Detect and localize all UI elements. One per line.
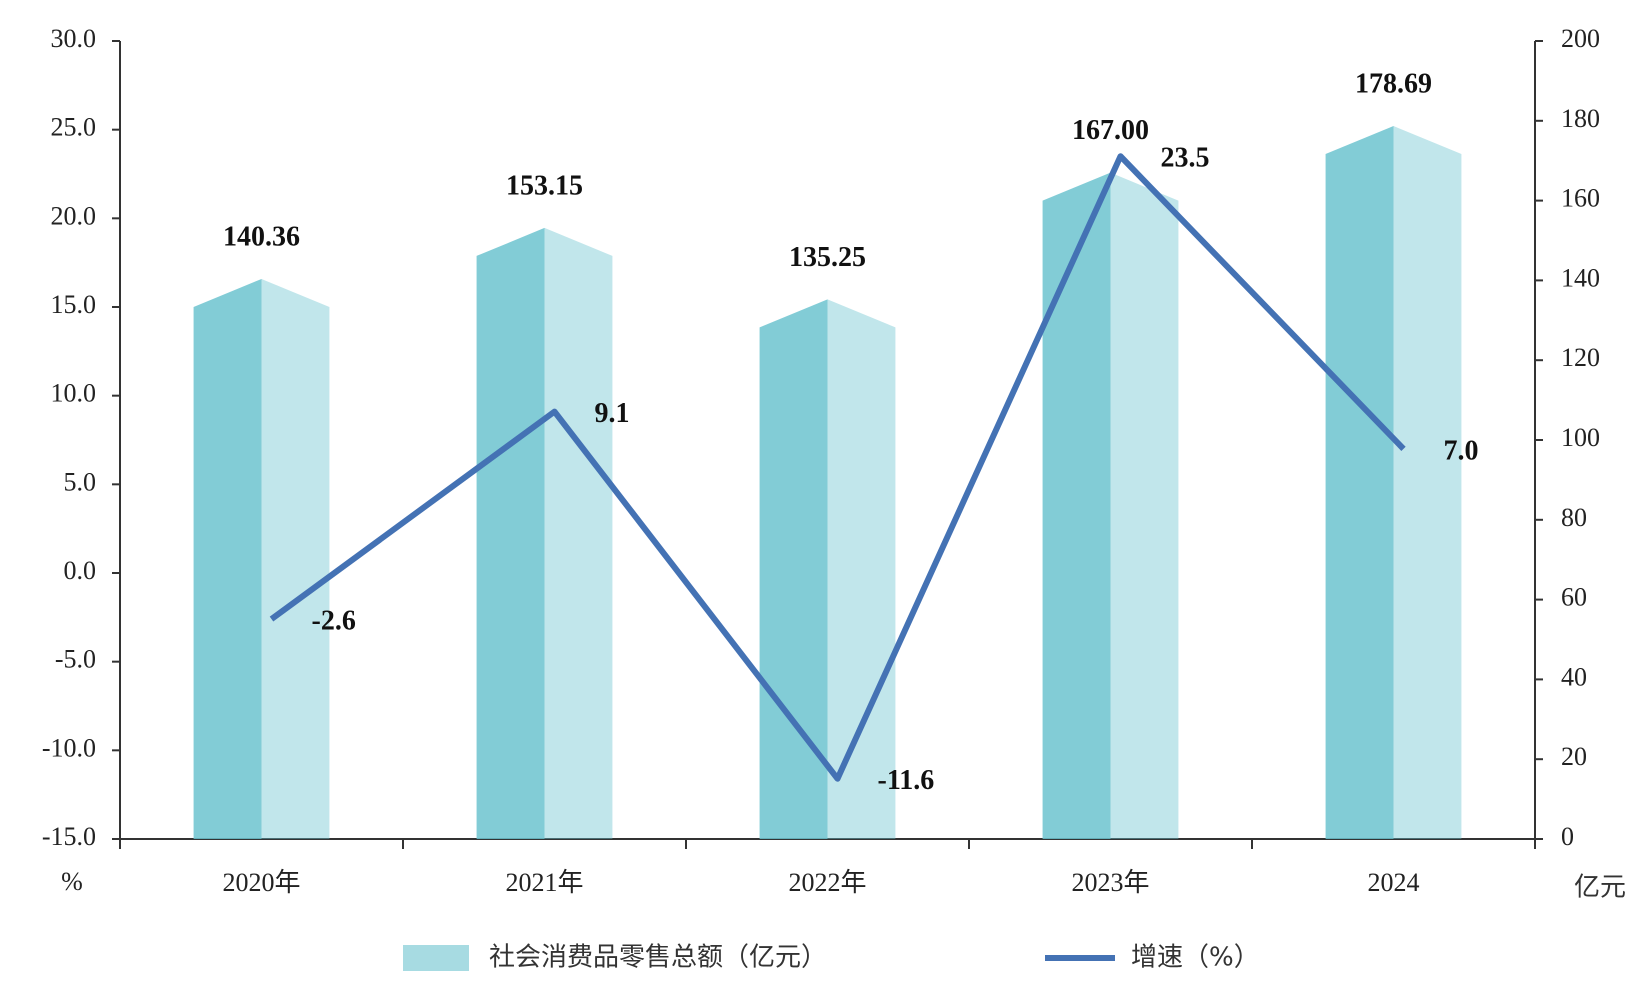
y2-tick-label: 120 (1561, 343, 1600, 372)
y-tick-label: -15.0 (42, 822, 96, 851)
line-value-label: 23.5 (1161, 143, 1210, 174)
x-tick-label: 2024 (1368, 868, 1420, 897)
y-tick-label: 20.0 (51, 201, 97, 230)
y2-tick-label: 80 (1561, 503, 1587, 532)
legend-label: 增速（%） (1131, 943, 1260, 973)
bar-left (193, 278, 262, 839)
x-tick-label: 2021年 (505, 868, 583, 897)
y-tick-label: -5.0 (55, 645, 96, 674)
y-tick-label: 25.0 (51, 113, 97, 142)
x-tick-label: 2020年 (222, 868, 300, 897)
bar-right (544, 227, 613, 839)
line (269, 153, 1406, 782)
line-value-label: 7.0 (1444, 435, 1479, 466)
x-tick-label: 2023年 (1071, 868, 1149, 897)
bar-value-label: 140.36 (223, 221, 300, 252)
y2-tick-label: 180 (1561, 104, 1600, 133)
y-unit: % (61, 867, 83, 896)
y-tick-label: 30.0 (51, 24, 97, 53)
y-tick-label: -10.0 (42, 733, 96, 762)
y2-tick-label: 0 (1561, 822, 1574, 851)
y2-tick-label: 200 (1561, 24, 1600, 53)
y-tick-label: 5.0 (64, 467, 97, 496)
y2-tick-label: 40 (1561, 662, 1587, 691)
line-value-label: -2.6 (312, 606, 356, 637)
bar-left (759, 299, 828, 839)
line-value-label: 9.1 (595, 398, 630, 429)
y2-tick-label: 60 (1561, 583, 1587, 612)
y-tick-label: 0.0 (64, 556, 97, 585)
bar-right (261, 278, 330, 839)
bar-right (1110, 172, 1179, 840)
line-value-label: -11.6 (878, 765, 935, 796)
bar-value-label: 153.15 (506, 170, 583, 201)
y-tick-label: 15.0 (51, 290, 97, 319)
bar-left (476, 227, 545, 839)
bar-left (1325, 126, 1394, 839)
bar-right (1393, 126, 1462, 839)
y2-tick-label: 140 (1561, 263, 1600, 292)
bar-left (1042, 172, 1111, 840)
x-tick-label: 2022年 (788, 868, 866, 897)
bar-value-label: 135.25 (789, 242, 866, 273)
y2-tick-label: 20 (1561, 742, 1587, 771)
legend-label: 社会消费品零售总额（亿元） (489, 943, 827, 973)
y-tick-label: 10.0 (51, 379, 97, 408)
bar-value-label: 178.69 (1355, 68, 1432, 99)
y2-tick-label: 100 (1561, 423, 1600, 452)
bar-right (827, 299, 896, 839)
y2-tick-label: 160 (1561, 184, 1600, 213)
bar-value-label: 167.00 (1072, 115, 1149, 146)
y2-unit: 亿元 (1574, 873, 1626, 903)
legend-swatch (403, 945, 469, 971)
